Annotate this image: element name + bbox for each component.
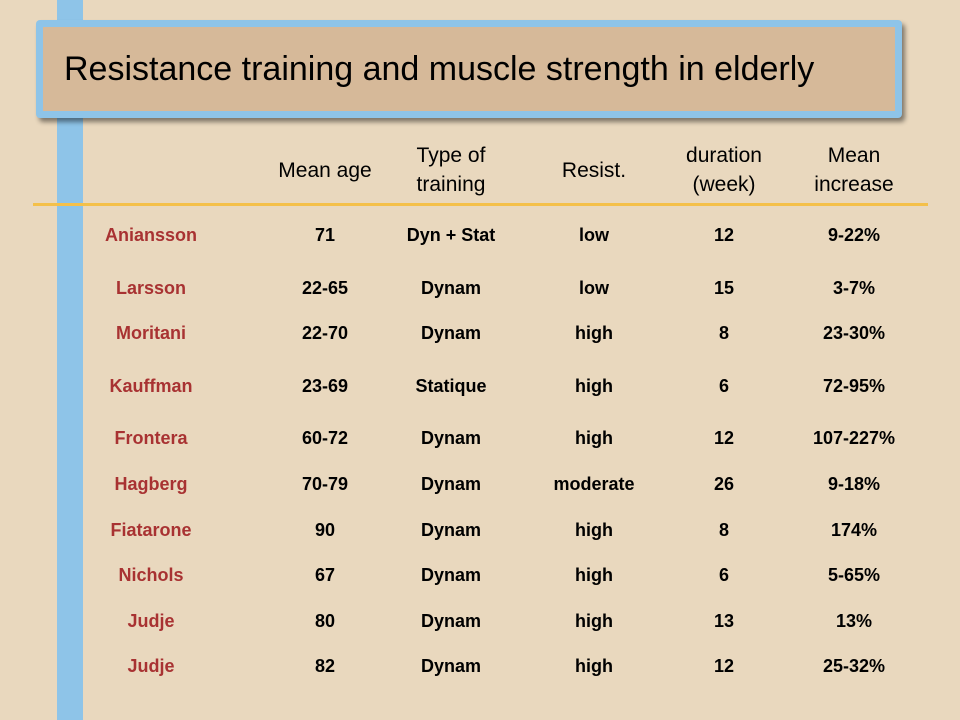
cell-type: Dynam bbox=[420, 564, 482, 585]
cell-duration: 15 bbox=[713, 277, 735, 298]
cell-increase: 3-7% bbox=[832, 277, 876, 298]
study-name: Frontera bbox=[114, 427, 188, 448]
cell-duration: 6 bbox=[718, 564, 729, 585]
column-header-duration-line: (week) bbox=[692, 173, 756, 196]
cell-resist: high bbox=[575, 564, 613, 585]
study-name: Nichols bbox=[118, 564, 184, 585]
cell-duration: 13 bbox=[713, 610, 735, 631]
cell-age: 82 bbox=[314, 655, 336, 676]
cell-age: 22-65 bbox=[301, 277, 349, 298]
cell-resist: high bbox=[575, 322, 613, 343]
study-name: Larsson bbox=[115, 277, 187, 298]
cell-increase: 25-32% bbox=[822, 655, 886, 676]
cell-increase: 13% bbox=[835, 610, 873, 631]
cell-age: 22-70 bbox=[301, 322, 349, 343]
cell-type: Dynam bbox=[420, 519, 482, 540]
header-divider bbox=[33, 203, 928, 206]
cell-type: Dynam bbox=[420, 655, 482, 676]
cell-age: 71 bbox=[314, 224, 336, 245]
cell-resist: low bbox=[579, 224, 609, 245]
column-header-duration: duration (week) bbox=[664, 140, 784, 200]
cell-resist: high bbox=[575, 427, 613, 448]
cell-type: Dynam bbox=[420, 322, 482, 343]
title-frame: Resistance training and muscle strength … bbox=[36, 20, 902, 118]
cell-age: 67 bbox=[314, 564, 336, 585]
cell-resist: high bbox=[575, 519, 613, 540]
cell-increase: 23-30% bbox=[822, 322, 886, 343]
cell-increase: 9-22% bbox=[827, 224, 881, 245]
cell-resist: moderate bbox=[553, 473, 635, 494]
cell-increase: 72-95% bbox=[822, 375, 886, 396]
cell-type: Dyn + Stat bbox=[406, 224, 496, 245]
cell-age: 60-72 bbox=[301, 427, 349, 448]
cell-duration: 12 bbox=[713, 427, 735, 448]
cell-age: 23-69 bbox=[301, 375, 349, 396]
study-name: Hagberg bbox=[114, 473, 188, 494]
column-header-type-line: Type of bbox=[416, 144, 486, 167]
cell-resist: low bbox=[579, 277, 609, 298]
column-header-increase: Mean increase bbox=[784, 140, 924, 200]
column-header-duration-line: duration bbox=[686, 144, 762, 167]
cell-age: 80 bbox=[314, 610, 336, 631]
study-name: Judje bbox=[127, 655, 175, 676]
cell-resist: high bbox=[575, 655, 613, 676]
cell-resist: high bbox=[575, 610, 613, 631]
study-name: Fiatarone bbox=[110, 519, 192, 540]
cell-increase: 9-18% bbox=[827, 473, 881, 494]
column-header-resist: Resist. bbox=[529, 140, 659, 200]
left-accent-bar bbox=[57, 0, 83, 720]
cell-type: Statique bbox=[415, 375, 487, 396]
cell-duration: 26 bbox=[713, 473, 735, 494]
title-box: Resistance training and muscle strength … bbox=[43, 27, 895, 111]
study-name: Kauffman bbox=[109, 375, 193, 396]
study-name: Judje bbox=[127, 610, 175, 631]
cell-duration: 8 bbox=[718, 322, 729, 343]
study-name: Moritani bbox=[116, 322, 186, 343]
cell-duration: 12 bbox=[713, 655, 735, 676]
cell-increase: 5-65% bbox=[827, 564, 881, 585]
cell-resist: high bbox=[575, 375, 613, 396]
cell-type: Dynam bbox=[420, 277, 482, 298]
cell-duration: 6 bbox=[718, 375, 729, 396]
slide-title: Resistance training and muscle strength … bbox=[64, 49, 815, 88]
column-header-age-line: Mean age bbox=[278, 158, 372, 182]
column-header-type: Type of training bbox=[376, 140, 526, 200]
column-header-increase-line: increase bbox=[814, 173, 894, 196]
column-header-age: Mean age bbox=[265, 140, 385, 200]
column-header-increase-line: Mean bbox=[827, 144, 881, 167]
column-header-type-line: training bbox=[416, 173, 486, 196]
cell-duration: 8 bbox=[718, 519, 729, 540]
cell-type: Dynam bbox=[420, 473, 482, 494]
cell-age: 90 bbox=[314, 519, 336, 540]
cell-increase: 174% bbox=[830, 519, 878, 540]
study-name: Aniansson bbox=[104, 224, 197, 245]
cell-age: 70-79 bbox=[301, 473, 349, 494]
cell-duration: 12 bbox=[713, 224, 735, 245]
cell-type: Dynam bbox=[420, 427, 482, 448]
cell-type: Dynam bbox=[420, 610, 482, 631]
cell-increase: 107-227% bbox=[812, 427, 896, 448]
column-header-resist-line: Resist. bbox=[561, 158, 627, 182]
